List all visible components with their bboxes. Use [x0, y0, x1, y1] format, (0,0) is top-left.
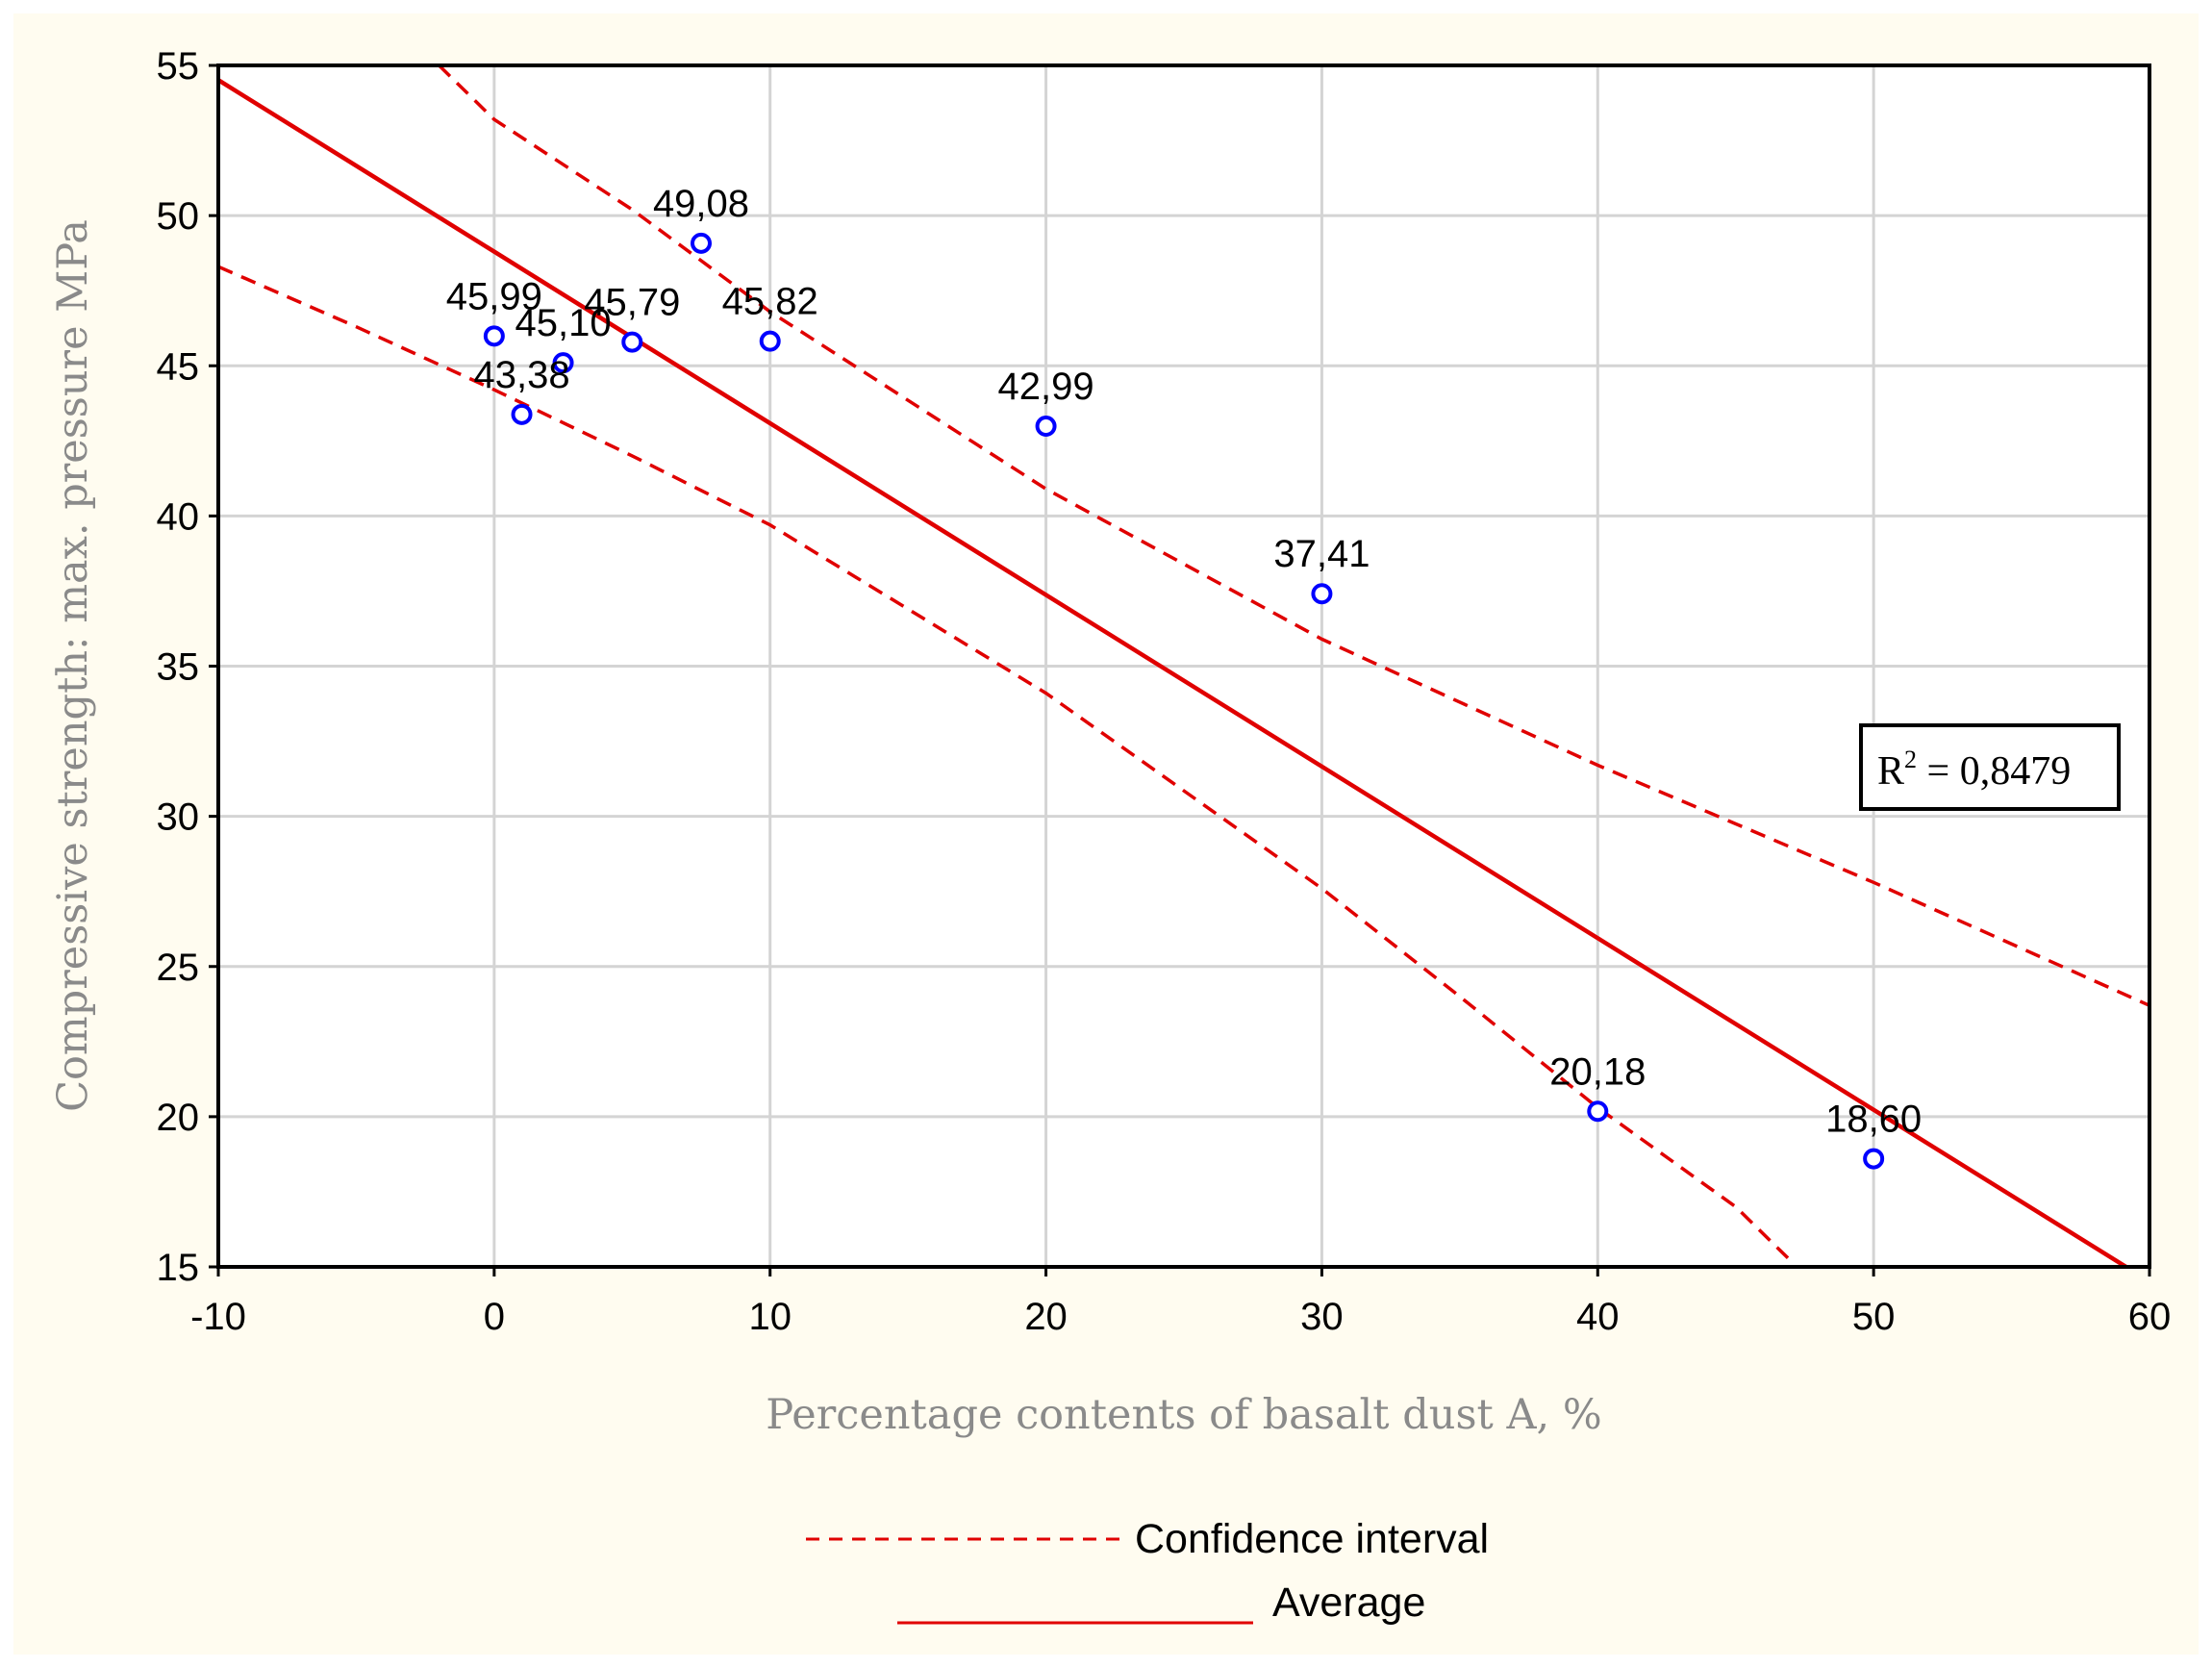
y-tick-label: 40 — [157, 495, 200, 538]
x-tick-label: 50 — [1852, 1296, 1896, 1338]
data-label: 37,41 — [1273, 533, 1370, 575]
x-tick-label: 20 — [1024, 1296, 1068, 1338]
data-point — [621, 331, 643, 353]
legend-average-label: Average — [1272, 1580, 1425, 1626]
data-label: 45,79 — [584, 282, 680, 324]
data-points — [483, 232, 1885, 1170]
data-label: 45,99 — [446, 275, 542, 317]
x-tick-label: 0 — [484, 1296, 505, 1338]
gridlines — [218, 65, 2149, 1267]
data-point — [1587, 1100, 1609, 1123]
average-line — [218, 78, 2130, 1267]
r2-annotation: R2 = 0,8479 — [1859, 723, 2121, 811]
y-tick-label: 15 — [157, 1247, 200, 1289]
legend-ci-label: Confidence interval — [1135, 1516, 1489, 1562]
y-axis-ticks: 15 20 25 30 35 40 45 50 55 — [157, 45, 218, 1289]
x-tick-label: 10 — [748, 1296, 792, 1338]
r2-base: R — [1877, 749, 1904, 794]
data-label: 49,08 — [653, 183, 749, 225]
y-axis-title: Compressive strength: max. pressure MPa — [49, 219, 97, 1112]
data-label: 45,82 — [722, 281, 818, 323]
y-tick-label: 45 — [157, 345, 200, 388]
data-label: 42,99 — [998, 366, 1094, 408]
data-label: 20,18 — [1549, 1050, 1646, 1093]
data-point — [1311, 583, 1333, 605]
x-tick-label: 40 — [1576, 1296, 1620, 1338]
data-point — [552, 352, 574, 374]
data-point — [1863, 1148, 1885, 1170]
r2-text: R2 = 0,8479 — [1877, 746, 2071, 794]
ci-lower-line — [218, 265, 1793, 1263]
y-tick-label: 30 — [157, 796, 200, 839]
r2-value: = 0,8479 — [1917, 749, 2071, 794]
x-tick-label: -10 — [190, 1296, 246, 1338]
data-label: 45,10 — [515, 302, 612, 344]
legend: Confidence interval Average — [806, 1516, 1489, 1626]
confidence-interval-lines — [218, 65, 2149, 1263]
average-line-group — [218, 78, 2130, 1267]
data-point — [483, 325, 505, 347]
r2-exponent: 2 — [1904, 746, 1917, 773]
x-axis-ticks: -10 0 10 20 30 40 50 60 — [190, 1267, 2171, 1338]
y-tick-label: 35 — [157, 646, 200, 689]
data-point — [1035, 416, 1057, 438]
data-point — [691, 232, 712, 254]
data-point — [511, 403, 533, 425]
x-tick-label: 60 — [2128, 1296, 2172, 1338]
x-tick-label: 30 — [1300, 1296, 1344, 1338]
data-label: 18,60 — [1825, 1099, 1922, 1141]
y-tick-label: 25 — [157, 947, 200, 989]
data-point — [759, 330, 781, 352]
y-tick-label: 55 — [157, 45, 200, 88]
y-tick-label: 50 — [157, 195, 200, 238]
r2-box — [1859, 723, 2121, 811]
y-tick-label: 20 — [157, 1097, 200, 1139]
data-label: 43,38 — [473, 354, 569, 396]
ci-upper-line — [438, 65, 2149, 1007]
x-axis-title: Percentage contents of basalt dust A, % — [766, 1391, 1601, 1439]
